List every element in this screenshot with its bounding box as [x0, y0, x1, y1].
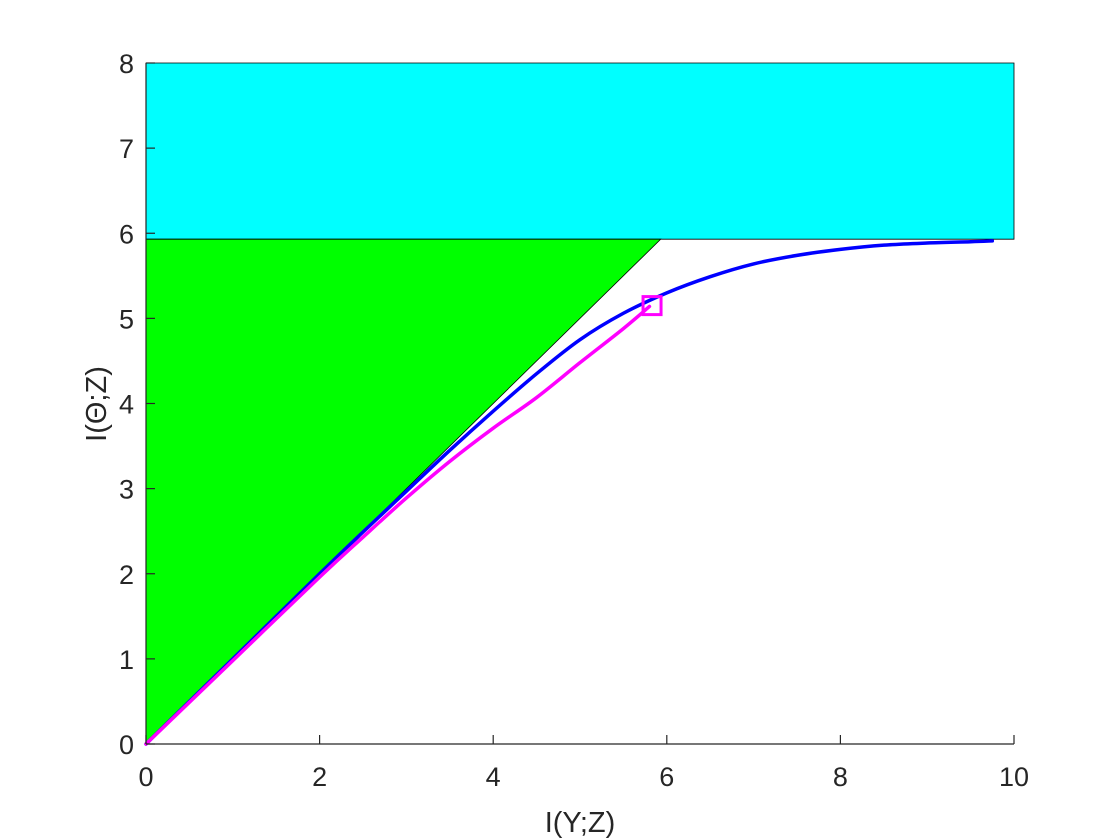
y-tick-label: 6	[119, 219, 134, 249]
y-tick-label: 2	[119, 560, 134, 590]
series-lines	[144, 239, 995, 746]
y-axis-label: I(Θ;Z)	[81, 366, 113, 442]
x-tick-label: 6	[659, 762, 674, 792]
region-0	[145, 62, 1015, 240]
x-tick-label: 8	[833, 762, 848, 792]
x-tick-label: 2	[312, 762, 327, 792]
y-tick-label: 1	[119, 645, 134, 675]
y-tick-label: 0	[119, 730, 134, 760]
x-tick-label: 0	[138, 762, 153, 792]
tick-labels: 0 2 4 6 8 10 0 1 2 3 4 5 6 7 8	[119, 49, 1029, 792]
y-tick-label: 8	[119, 49, 134, 79]
series-line-1	[144, 304, 652, 746]
x-axis-label: I(Y;Z)	[545, 807, 616, 839]
point-markers	[641, 295, 663, 317]
y-tick-label: 5	[119, 304, 134, 334]
marker-0	[641, 295, 663, 317]
y-tick-label: 7	[119, 134, 134, 164]
series-line-0	[144, 239, 995, 746]
y-tick-label: 3	[119, 475, 134, 505]
x-tick-label: 4	[486, 762, 501, 792]
axes	[145, 62, 1015, 745]
y-tick-label: 4	[119, 390, 134, 420]
shaded-regions	[145, 62, 1015, 745]
x-tick-label: 10	[999, 762, 1029, 792]
